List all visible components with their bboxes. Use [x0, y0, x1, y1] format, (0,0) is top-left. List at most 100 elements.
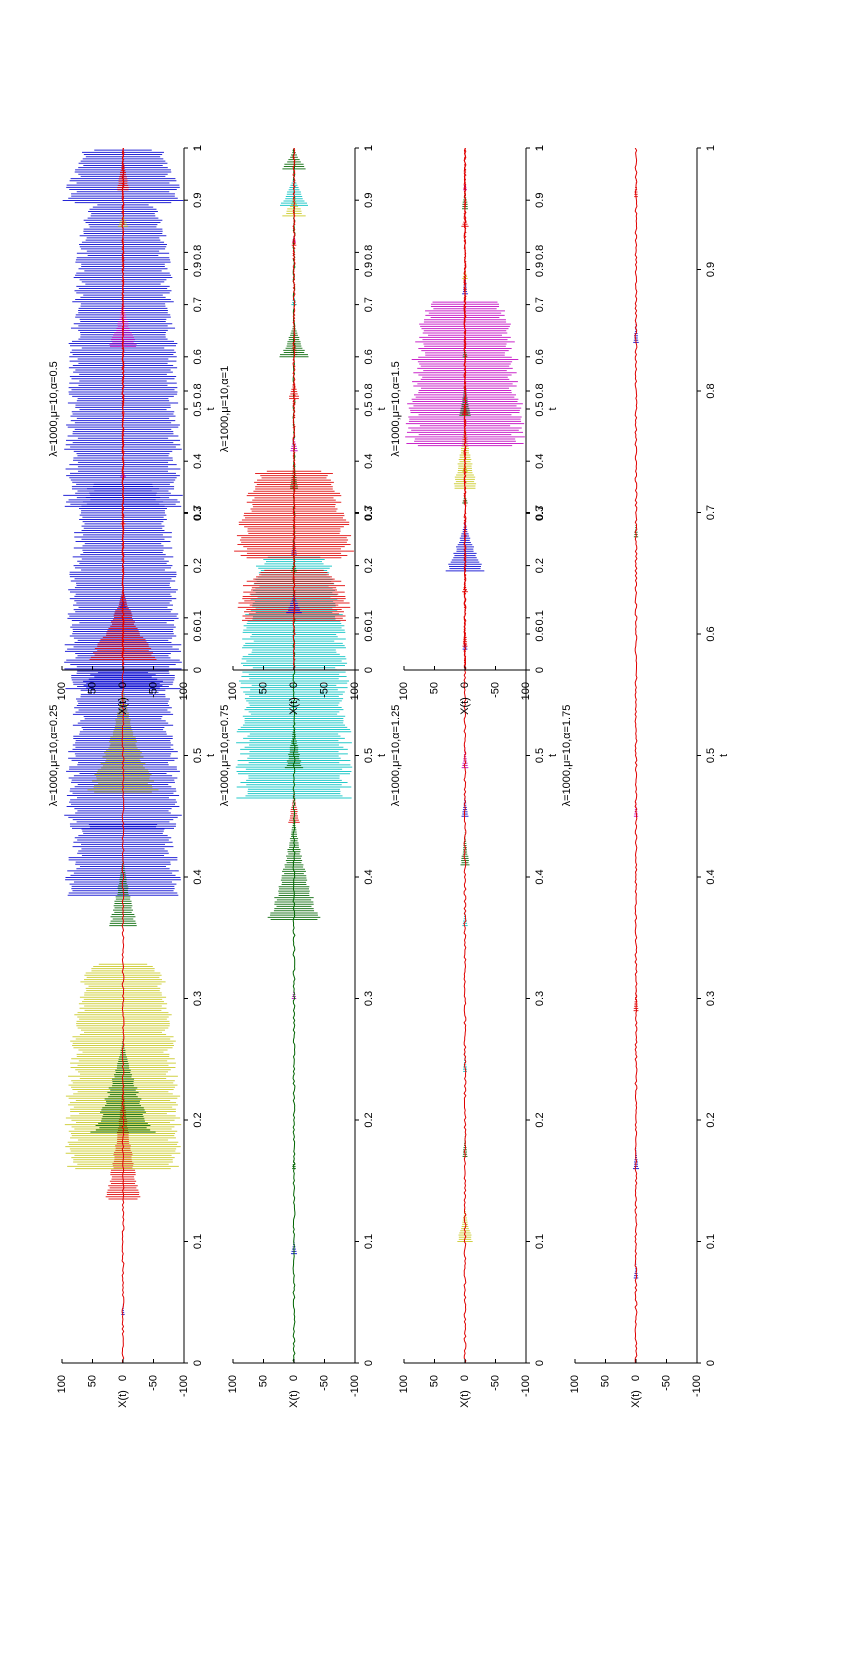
t-tick-label: 0.7	[534, 505, 546, 520]
t-tick-label: 0.8	[192, 245, 204, 260]
t-tick-label: 0.7	[192, 297, 204, 312]
t-tick-label: 0.8	[705, 383, 717, 398]
t-tick-label: 0.9	[192, 193, 204, 208]
x-tick-label: 0	[288, 1375, 300, 1381]
t-tick-label: 0.4	[705, 869, 717, 884]
t-tick-label: 0.9	[363, 193, 375, 208]
t-tick-label: 0.6	[363, 349, 375, 364]
x-tick-label: 100	[569, 1375, 581, 1393]
t-tick-label: 0.2	[534, 1112, 546, 1127]
x-tick-label: 0	[630, 1375, 642, 1381]
plot-area	[234, 148, 354, 670]
t-tick-label: 0.7	[363, 297, 375, 312]
t-tick-label: 0.4	[534, 454, 546, 469]
x-tick-label: 50	[86, 1375, 98, 1387]
panel-title: λ=1000,μ=10,α=1.5	[390, 361, 402, 457]
t-tick-label: 0.1	[534, 610, 546, 625]
t-tick-label: 0.2	[534, 558, 546, 573]
baseline-trace	[463, 148, 467, 670]
baseline-trace	[634, 148, 638, 1363]
chart-panel-3: 0 0.1 0.2 0.3 0.4 0.5 0.6 0.7 0.8 0.9 1 -100 -50 0 50 1…	[390, 145, 559, 1408]
plot-area	[445, 148, 485, 670]
y-axis-label: X(t)	[288, 1390, 300, 1408]
t-tick-label: 0.7	[705, 505, 717, 520]
t-tick-label: 0.7	[534, 297, 546, 312]
x-tick-label: -50	[489, 1375, 501, 1391]
t-tick-label: 0.1	[192, 610, 204, 625]
panel-title: λ=1000,μ=10,α=0.5	[48, 361, 60, 457]
x-tick-label: 100	[56, 1375, 68, 1393]
y-axis-label: X(t)	[288, 697, 300, 715]
t-axis-label: t	[205, 407, 217, 410]
t-tick-label: 0.4	[534, 869, 546, 884]
t-tick-label: 0	[705, 1360, 717, 1366]
x-tick-label: -100	[691, 1375, 703, 1397]
t-tick-label: 0.5	[534, 748, 546, 763]
y-axis-label: X(t)	[117, 1390, 129, 1408]
t-tick-label: 0.6	[192, 626, 204, 641]
t-tick-label: 0.2	[192, 558, 204, 573]
t-tick-label: 1	[534, 145, 546, 151]
plot-area	[89, 148, 157, 670]
x-tick-label: -50	[318, 682, 330, 698]
x-tick-label: -50	[147, 682, 159, 698]
t-tick-label: 0.3	[363, 991, 375, 1006]
x-tick-label: 100	[227, 1375, 239, 1393]
t-tick-label: 0.5	[192, 401, 204, 416]
t-tick-label: 0.9	[534, 262, 546, 277]
t-tick-label: 0.5	[192, 748, 204, 763]
t-tick-label: 0.6	[534, 349, 546, 364]
chart-panel-6: 0 0.1 0.2 0.3 0.4 0.5 0.6 0.7 0.8 0.9 1 -100 -50 0 50 1…	[219, 145, 388, 715]
x-tick-label: 0	[117, 682, 129, 688]
t-tick-label: 0.1	[705, 1234, 717, 1249]
x-tick-label: 50	[428, 1375, 440, 1387]
t-tick-label: 0	[363, 667, 375, 673]
t-axis-label: t	[547, 754, 559, 757]
t-tick-label: 1	[363, 145, 375, 151]
y-axis-label: X(t)	[630, 1390, 642, 1408]
t-tick-label: 0.4	[363, 454, 375, 469]
baseline-trace	[121, 148, 125, 670]
x-tick-label: 0	[459, 1375, 471, 1381]
t-axis-label: t	[205, 754, 217, 757]
t-tick-label: 0.1	[363, 610, 375, 625]
t-tick-label: 0.5	[363, 401, 375, 416]
t-tick-label: 0	[363, 1360, 375, 1366]
t-axis-label: t	[376, 754, 388, 757]
t-tick-label: 0.3	[705, 991, 717, 1006]
t-tick-label: 0.2	[363, 558, 375, 573]
panel-title: λ=1000,μ=10,α=0.25	[48, 705, 60, 807]
t-tick-label: 0.9	[534, 193, 546, 208]
x-tick-label: -100	[349, 682, 361, 704]
t-tick-label: 0.2	[363, 1112, 375, 1127]
x-tick-label: 100	[398, 682, 410, 700]
t-tick-label: 0	[534, 667, 546, 673]
t-tick-label: 0.9	[192, 262, 204, 277]
baseline-trace	[292, 148, 296, 670]
t-tick-label: 0.6	[363, 626, 375, 641]
x-tick-label: 100	[227, 682, 239, 700]
t-tick-label: 0.2	[705, 1112, 717, 1127]
x-tick-label: 0	[288, 682, 300, 688]
x-tick-label: -100	[178, 682, 190, 704]
x-tick-label: 50	[599, 1375, 611, 1387]
t-tick-label: 0.3	[534, 991, 546, 1006]
t-tick-label: 0.1	[363, 1234, 375, 1249]
t-tick-label: 1	[363, 145, 375, 151]
chart-panel-2: 0 0.1 0.2 0.3 0.4 0.5 0.6 0.7 0.8 0.9 1 -100 -50 0 50 1…	[219, 145, 388, 1408]
t-tick-label: 0.4	[363, 869, 375, 884]
x-tick-label: 0	[459, 682, 471, 688]
panel-title: λ=1000,μ=10,α=1.25	[390, 705, 402, 807]
panel-title: λ=1000,μ=10,α=0.75	[219, 705, 231, 807]
t-axis-label: t	[547, 407, 559, 410]
t-tick-label: 0.1	[534, 1234, 546, 1249]
y-axis-label: X(t)	[459, 697, 471, 715]
x-tick-label: 100	[56, 682, 68, 700]
t-tick-label: 0.4	[192, 454, 204, 469]
t-tick-label: 0.8	[534, 245, 546, 260]
panel-title: λ=1000,μ=10,α=1.75	[561, 705, 573, 807]
chart-panel-1: 0 0.1 0.2 0.3 0.4 0.5 0.6 0.7 0.8 0.9 1 -100 -50 0 50 1…	[48, 145, 217, 1408]
t-tick-label: 0.9	[705, 262, 717, 277]
t-tick-label: 0.5	[534, 401, 546, 416]
